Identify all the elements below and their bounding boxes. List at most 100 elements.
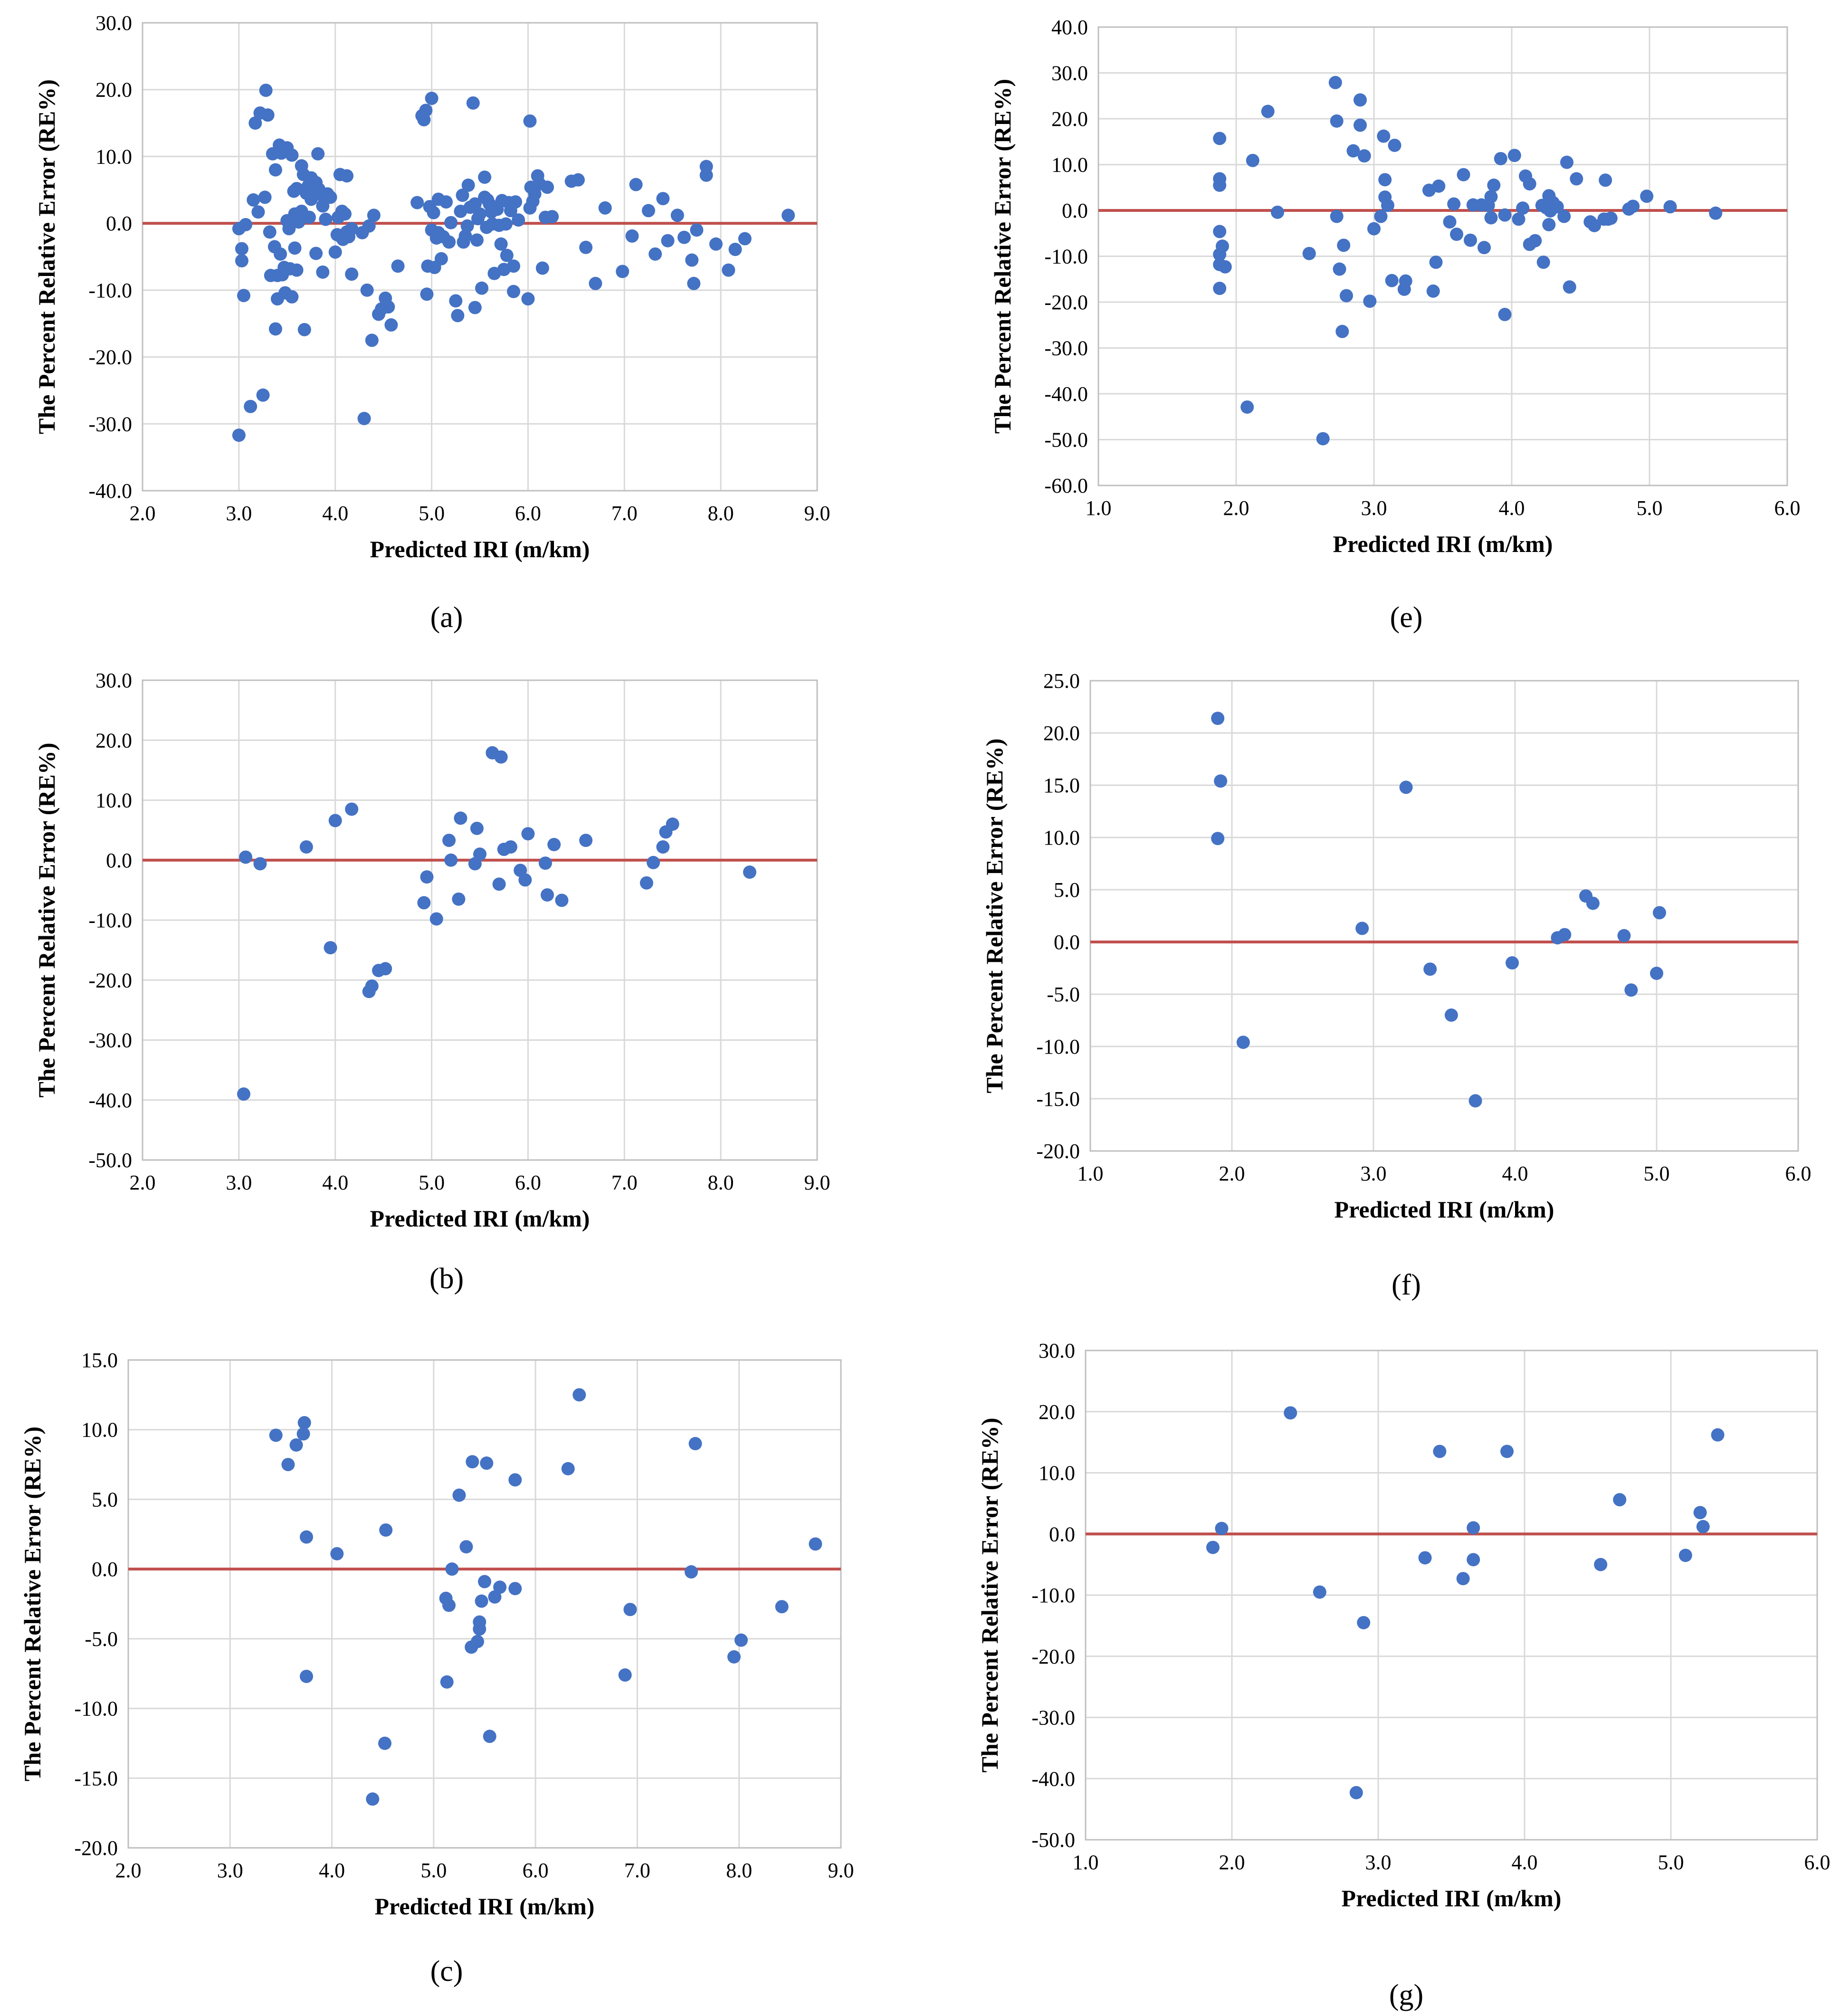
- x-tick-label: 3.0: [1361, 1162, 1387, 1185]
- data-point: [378, 1736, 391, 1750]
- data-point: [456, 189, 469, 202]
- data-point: [384, 318, 398, 332]
- data-point: [500, 248, 514, 262]
- y-tick-label: -50.0: [88, 1149, 132, 1172]
- data-point: [328, 814, 342, 827]
- y-tick-label: 5.0: [1054, 878, 1080, 902]
- data-point: [589, 276, 602, 290]
- y-tick-label: -40.0: [88, 1089, 132, 1112]
- y-tick-label: 0.0: [106, 849, 132, 872]
- data-point: [483, 1730, 496, 1743]
- data-point: [1330, 209, 1344, 223]
- data-point: [237, 1087, 250, 1101]
- data-point: [1426, 284, 1440, 298]
- data-point: [1588, 219, 1601, 232]
- data-point: [1354, 118, 1367, 132]
- x-tick-label: 6.0: [1785, 1162, 1811, 1185]
- data-point: [256, 388, 270, 402]
- data-point: [528, 187, 542, 201]
- data-point: [478, 171, 492, 184]
- scatter-panel-b: 2.0 3.0 4.0 5.0 6.0 7.0 8.0 9.0 -50.0 -40.0 -30.0 -…: [33, 669, 830, 1295]
- data-point: [1457, 168, 1470, 181]
- data-point: [473, 1622, 486, 1636]
- y-tick-label: -50.0: [1044, 428, 1088, 452]
- data-point: [1328, 76, 1342, 89]
- data-point: [743, 865, 756, 879]
- data-point: [1377, 129, 1391, 143]
- data-point: [473, 847, 486, 861]
- y-tick-label: -20.0: [74, 1836, 118, 1860]
- data-point: [1330, 114, 1344, 128]
- data-point: [1313, 1585, 1326, 1599]
- data-point: [289, 1438, 303, 1452]
- data-point: [1367, 222, 1381, 236]
- y-tick-label: -30.0: [88, 1029, 132, 1052]
- data-point: [1557, 209, 1571, 223]
- data-point: [1432, 179, 1446, 193]
- data-point: [429, 912, 443, 926]
- data-point: [656, 840, 670, 854]
- data-point: [1214, 774, 1228, 788]
- y-tick-label: 20.0: [95, 729, 132, 752]
- data-point: [1468, 1094, 1482, 1108]
- data-point: [618, 1668, 632, 1682]
- data-point: [499, 217, 513, 231]
- data-point: [452, 1488, 466, 1502]
- y-tick-label: -20.0: [1036, 1140, 1080, 1163]
- x-tick-label: 5.0: [1644, 1162, 1670, 1185]
- data-point: [458, 229, 472, 243]
- y-axis-title: The Percent Relative Error (RE%): [976, 1417, 1003, 1772]
- data-point: [1335, 324, 1349, 338]
- data-point: [440, 1675, 454, 1689]
- x-tick-label: 4.0: [1499, 496, 1525, 520]
- data-point: [507, 259, 520, 273]
- x-tick-label: 6.0: [515, 502, 541, 525]
- data-point: [247, 193, 260, 207]
- x-tick-label: 9.0: [804, 502, 830, 525]
- y-tick-label: 0.0: [106, 212, 132, 235]
- data-point: [1558, 928, 1572, 941]
- x-tick-label: 5.0: [1658, 1851, 1684, 1874]
- y-tick-label: -10.0: [1044, 245, 1088, 268]
- data-point: [1429, 256, 1443, 269]
- data-point: [425, 92, 439, 105]
- data-point: [1213, 178, 1227, 192]
- x-tick-label: 9.0: [828, 1859, 854, 1882]
- data-point: [1374, 209, 1388, 223]
- data-point: [504, 840, 517, 854]
- data-point: [661, 234, 675, 247]
- data-point: [297, 323, 311, 336]
- data-point: [547, 837, 561, 851]
- data-point: [282, 222, 296, 236]
- x-tick-label: 4.0: [319, 1859, 345, 1882]
- scatter-panel-g: 1.0 2.0 3.0 4.0 5.0 6.0 -50.0 -40.0 -30.0 -20.0 -1…: [976, 1339, 1830, 2011]
- data-point: [1399, 274, 1412, 288]
- data-point: [379, 1523, 393, 1537]
- data-point: [468, 197, 482, 211]
- x-tick-label: 5.0: [419, 502, 445, 525]
- x-tick-label: 9.0: [804, 1171, 830, 1194]
- data-point: [1349, 1786, 1363, 1799]
- y-tick-label: 0.0: [1062, 199, 1088, 222]
- data-point: [296, 1427, 310, 1441]
- data-point: [449, 294, 463, 308]
- data-point: [1506, 956, 1519, 970]
- data-point: [434, 252, 448, 266]
- y-tick-label: 10.0: [95, 789, 132, 812]
- data-point: [670, 209, 684, 222]
- data-point: [324, 941, 337, 955]
- data-point: [523, 114, 537, 128]
- y-tick-label: 25.0: [1043, 669, 1080, 693]
- data-point: [251, 205, 265, 219]
- data-point: [572, 1388, 586, 1402]
- data-point: [1626, 200, 1640, 213]
- data-point: [1613, 1493, 1627, 1507]
- data-point: [1599, 173, 1612, 187]
- data-point: [473, 207, 486, 221]
- data-point: [579, 834, 593, 847]
- y-axis-title: The Percent Relative Error (RE%): [33, 742, 60, 1097]
- data-point: [1570, 172, 1583, 186]
- data-point: [444, 216, 458, 229]
- data-point: [268, 163, 282, 177]
- data-point: [263, 225, 276, 239]
